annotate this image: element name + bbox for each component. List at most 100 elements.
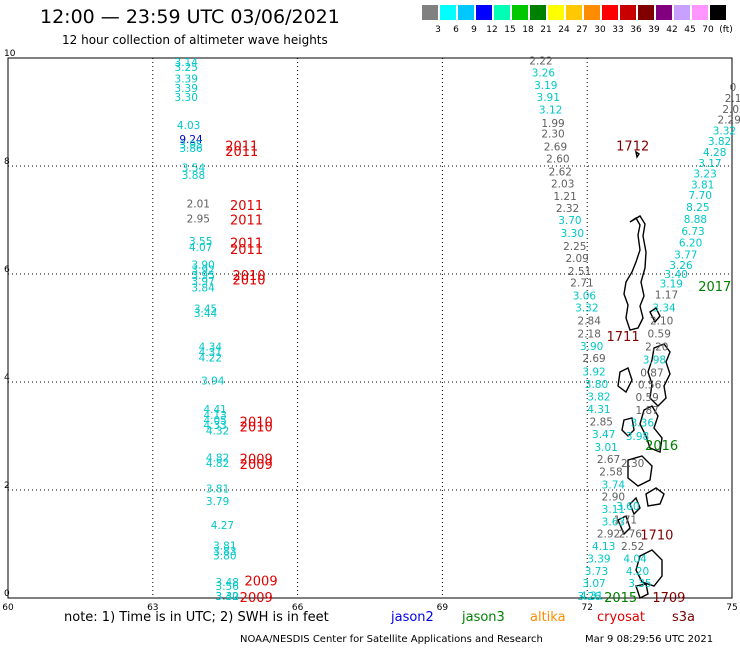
swh-value: 2.76 [619,529,643,541]
track-label: 2009 [240,453,273,468]
satellite-jason2: jason2 [391,610,434,625]
swh-value: 2.25 [563,241,586,253]
swh-value: 1.71 [614,515,637,527]
swh-value: 4.31 [580,590,603,602]
scale-label: 6 [453,25,459,35]
swh-value: 2.02 [722,104,740,116]
scale-label: 30 [594,25,606,35]
swh-value: 3.07 [582,578,605,590]
scale-label: 24 [558,25,570,35]
footer-note: note: 1) Time is in UTC; 2) SWH is in fe… [64,610,329,625]
track-label: 1711 [607,330,640,345]
scale-swatch [530,5,546,20]
track-label: 1712 [616,139,649,154]
swh-value: 0.56 [638,380,662,392]
scale-label: 12 [486,25,498,35]
swh-value: 2.85 [590,416,613,428]
swh-value: 3.86 [179,143,203,155]
swh-value: 4.20 [626,566,649,578]
island-outline [629,496,641,516]
swh-value: 0 [730,82,737,94]
satellite-cryosat: cryosat [597,610,645,625]
swh-value: 2.62 [549,166,572,178]
swh-value: 3.95 [179,139,202,151]
swh-value: 3.06 [573,291,597,303]
swh-value: 4.22 [199,353,222,365]
track-label: 2011 [230,243,263,258]
swh-value: 6.73 [681,226,704,238]
swh-value: 6.20 [679,238,702,250]
swh-value: 4.31 [199,347,222,359]
swh-value: 3.80 [585,379,608,391]
satellite-s3a: s3a [672,610,696,625]
swh-value: 2.32 [556,203,579,215]
swh-value: 4.05 [203,415,226,427]
swh-value: 3.19 [660,279,683,291]
swh-value: 1.99 [541,118,564,130]
swh-value: 3.60 [616,501,639,513]
swh-value: 2.03 [551,178,574,190]
swh-value: 3.17 [698,158,721,170]
scale-swatch [710,5,726,20]
swh-value: 3.25 [175,62,198,74]
scale-swatch [656,5,672,20]
track-label: 2009 [240,591,273,606]
y-tick-label: 0 [4,589,10,599]
map-subtitle: 12 hour collection of altimeter wave hei… [62,33,328,47]
island-outline [623,215,647,331]
x-tick-label: 72 [581,603,592,613]
swh-value: 0.87 [640,367,663,379]
track-label: 2010 [240,420,273,435]
swh-value: 3.23 [693,169,716,181]
x-tick-label: 69 [437,603,449,613]
x-tick-label: 60 [2,603,14,613]
map-title: 12:00 — 23:59 UTC 03/06/2021 [40,6,340,28]
swh-value: 3.47 [592,429,615,441]
track-label: 2011 [225,139,258,154]
swh-value: 3.11 [602,504,625,516]
swh-value: 1.87 [635,405,658,417]
scale-label: 42 [666,25,678,35]
swh-value: 3.79 [206,496,229,508]
scale-swatch [566,5,582,20]
track-label: 1710 [640,528,673,543]
swh-value: 2.60 [546,153,569,165]
scale-label: 33 [612,25,624,35]
plot-frame [7,57,733,599]
y-tick-label: 10 [4,49,16,59]
generation-timestamp: Mar 9 08:29:56 UTC 2021 [585,634,714,645]
swh-value: 3.98 [626,431,649,443]
swh-value: 3.90 [580,341,603,353]
scale-label: 15 [504,25,516,35]
island-outline [627,455,653,487]
scale-swatch [494,5,510,20]
swh-value: 2.67 [597,454,620,466]
swh-value: 3.82 [708,136,731,148]
swh-value: 4.82 [206,453,229,465]
swh-value: 2.01 [187,198,210,210]
y-tick-label: 6 [4,265,10,275]
swh-value: 2.58 [599,467,622,479]
swh-value: 2.09 [565,253,588,265]
track-label: 2011 [230,199,263,214]
swh-value: 2.10 [650,315,673,327]
track-label: 1709 [652,591,685,606]
island-outline [617,367,633,394]
island-outline [617,515,631,536]
swh-value: 4.03 [177,120,200,132]
swh-value: 3.48 [216,577,239,589]
swh-value: 4.32 [206,426,229,438]
scale-label: 45 [684,25,696,35]
island-outlines [617,150,671,599]
scale-swatch [422,5,438,20]
swh-value: 4.33 [203,420,226,432]
satellite-altika: altika [530,610,566,625]
swh-value: 3.80 [213,550,236,562]
swh-value: 3.01 [594,442,617,454]
swh-value: 3.92 [582,367,605,379]
swh-value: 4.41 [203,404,226,416]
track-label: 2009 [245,575,278,590]
swh-value: 3.88 [182,170,205,182]
scale-swatch [584,5,600,20]
